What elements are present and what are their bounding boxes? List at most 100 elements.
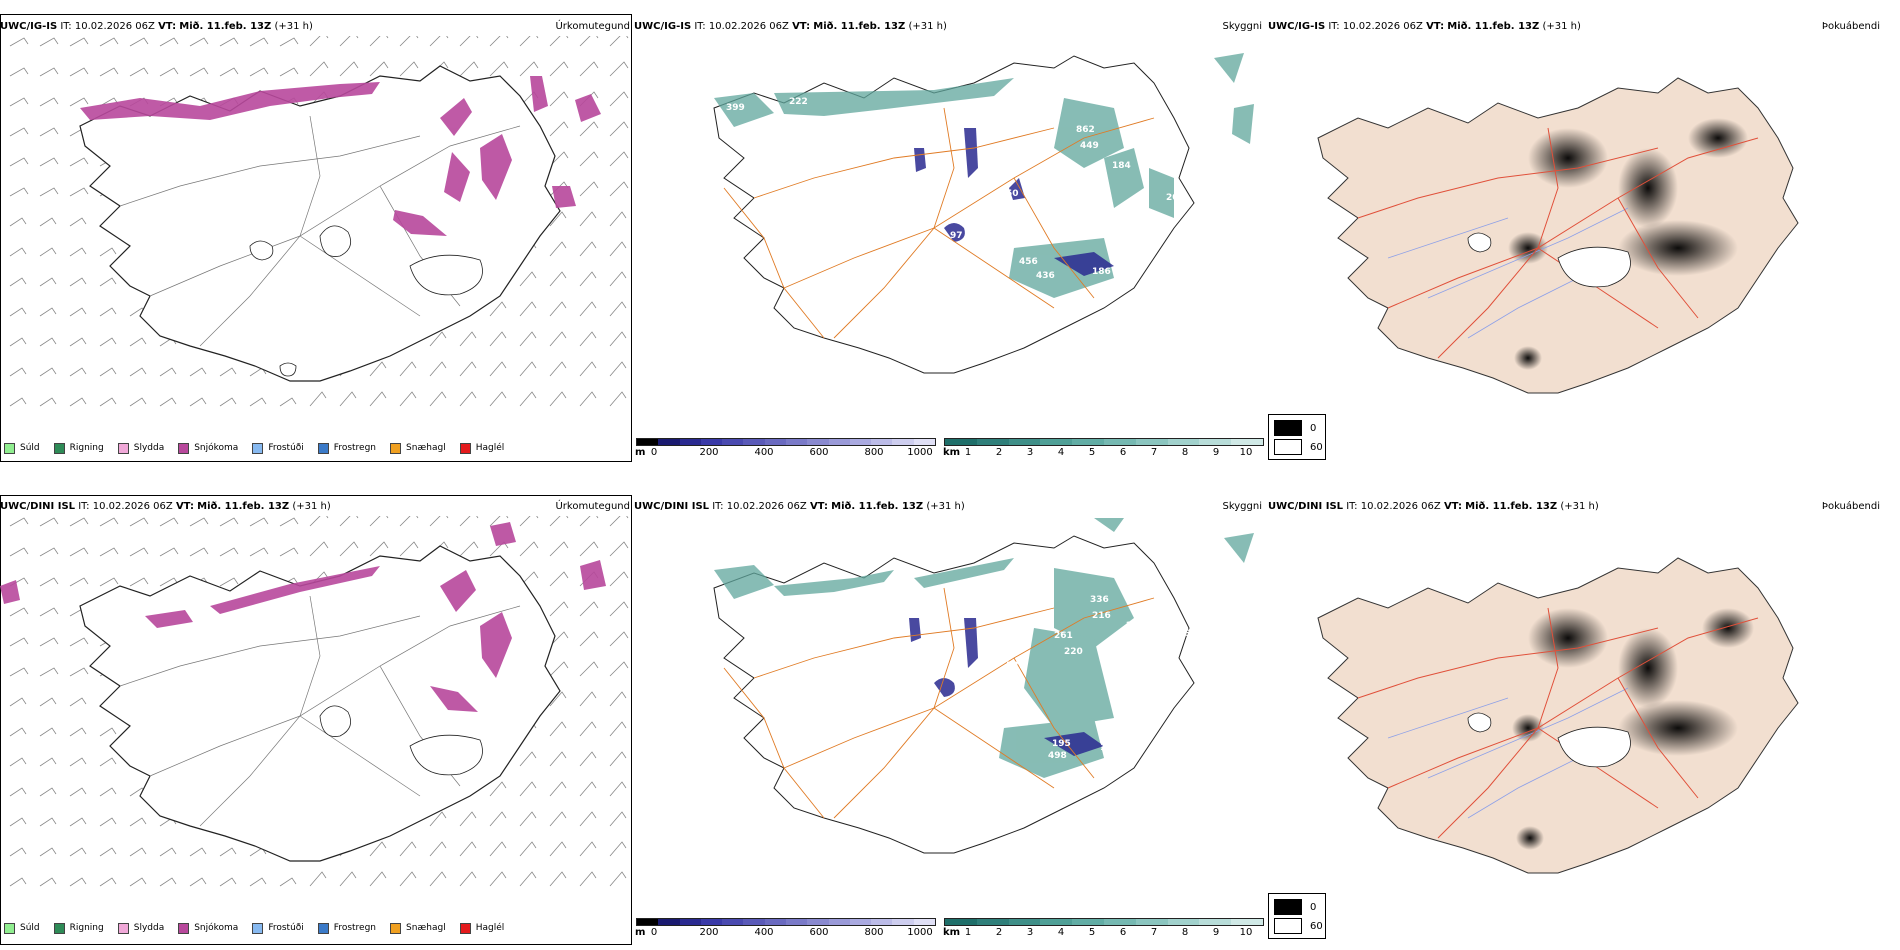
wind-barb [99, 337, 117, 347]
lead-time: (+31 h) [1560, 501, 1599, 512]
wind-barb [549, 391, 567, 407]
init-time: 10.02.2026 06Z [92, 501, 173, 512]
wind-barb [69, 67, 89, 77]
cloud-label: 436 [1036, 271, 1055, 281]
wind-barb [69, 307, 87, 317]
wind-barb [579, 721, 597, 737]
wind-barb [99, 67, 119, 77]
low-cloud-fields [909, 618, 1104, 756]
wind-barb [549, 871, 567, 887]
cloud-label: 222 [789, 97, 808, 107]
height-tick: 600 [809, 447, 829, 458]
wind-barb [429, 871, 447, 887]
wind-barb [99, 727, 117, 737]
legend-swatch [53, 922, 65, 934]
wind-barb [189, 397, 207, 407]
wind-barb [609, 271, 627, 287]
legend-swatch [4, 442, 15, 454]
wind-barb [189, 847, 207, 857]
valid-time: Mið. 11.feb. 13Z [197, 501, 290, 512]
wind-barb [249, 397, 267, 407]
legend-swatch [252, 442, 264, 454]
visibility-map-row1: 222 399 862 449 184 407 207 50 97 36 186… [713, 53, 1254, 374]
valid-time: Mið. 11.feb. 13Z [813, 21, 906, 32]
cloud-label: 407 [1144, 143, 1163, 153]
lead-time: (+31 h) [926, 501, 965, 512]
wind-barb [9, 697, 27, 707]
wind-barb [99, 577, 119, 587]
wind-barb [9, 727, 27, 737]
lead-time: (+31 h) [292, 501, 331, 512]
valid-time-label: VT: [792, 21, 811, 32]
wind-barb [99, 817, 117, 827]
wind-barb [609, 181, 629, 197]
glacier-outlines [1467, 232, 1631, 288]
wind-barb [339, 871, 357, 887]
height-tick: 1000 [907, 927, 933, 938]
wind-barb [519, 36, 539, 47]
wind-barb [39, 67, 59, 77]
panel-title-fog: Þokuábendi [1821, 21, 1880, 32]
precip-header-row2: UWC/DINI ISL IT: 10.02.2026 06Z VT: Mið.… [0, 498, 632, 518]
fog-map-row1 [1317, 77, 1799, 394]
fog-map-row2 [1317, 557, 1799, 874]
height-unit: m [635, 927, 646, 938]
wind-barb [519, 811, 537, 827]
cloud-label: 583 [1132, 691, 1151, 701]
wind-barb [129, 817, 147, 827]
cloud-label: 220 [1064, 647, 1083, 657]
wind-barb [159, 877, 177, 887]
legend-item-snjokoma: Snjókoma [178, 442, 238, 454]
wind-barb [549, 541, 569, 557]
wind-barb [549, 151, 569, 167]
wind-barb [39, 577, 59, 587]
wind-barb [9, 547, 29, 557]
visibility-tick: 5 [1088, 927, 1096, 938]
wind-barb [369, 516, 389, 527]
wind-barb [9, 367, 27, 377]
init-time: 10.02.2026 06Z [726, 501, 807, 512]
wind-barb [369, 36, 389, 47]
fog-key-swatch [1274, 439, 1302, 455]
wind-barb [489, 781, 507, 797]
valid-time-label: VT: [175, 501, 194, 512]
wind-barb [549, 61, 569, 77]
wind-barb [399, 61, 419, 77]
visibility-tick: 3 [1026, 447, 1034, 458]
lead-time: (+31 h) [1542, 21, 1581, 32]
wind-barb [429, 361, 447, 377]
wind-barb [609, 661, 629, 677]
wind-barb [519, 61, 539, 77]
precip-header-row1: UWC/IG-IS IT: 10.02.2026 06Z VT: Mið. 11… [0, 18, 632, 38]
wind-barb [609, 301, 627, 317]
wind-barb [99, 547, 119, 557]
visibility-tick: 8 [1181, 927, 1189, 938]
wind-barb [369, 61, 389, 77]
init-time: 10.02.2026 06Z [1342, 21, 1423, 32]
wind-barb [609, 781, 627, 797]
wind-barb [549, 571, 569, 587]
wind-barb [429, 841, 447, 857]
wind-barb [459, 541, 479, 557]
wind-barb [609, 811, 627, 827]
legend-item-rigning: Rigning [53, 442, 104, 454]
legend-swatch [390, 922, 402, 934]
cloud-label: 50 [1006, 189, 1019, 199]
fog-panel-row1: UWC/IG-IS IT: 10.02.2026 06Z VT: Mið. 11… [1268, 18, 1900, 418]
wind-barb [609, 721, 627, 737]
wind-barb [219, 547, 239, 557]
init-time: 10.02.2026 06Z [1360, 501, 1441, 512]
wind-barb [69, 367, 87, 377]
wind-barb [309, 36, 329, 47]
wind-barb [459, 36, 479, 47]
wind-barb [9, 37, 29, 47]
wind-barb [249, 517, 269, 527]
wind-barb [9, 757, 27, 767]
wind-barb [519, 871, 537, 887]
wind-barb [519, 841, 537, 857]
wind-barb [279, 37, 299, 47]
wind-barb [579, 151, 599, 167]
cloud-label: 186 [1092, 267, 1111, 277]
wind-barb [339, 516, 359, 527]
visibility-tick: 1 [964, 447, 972, 458]
